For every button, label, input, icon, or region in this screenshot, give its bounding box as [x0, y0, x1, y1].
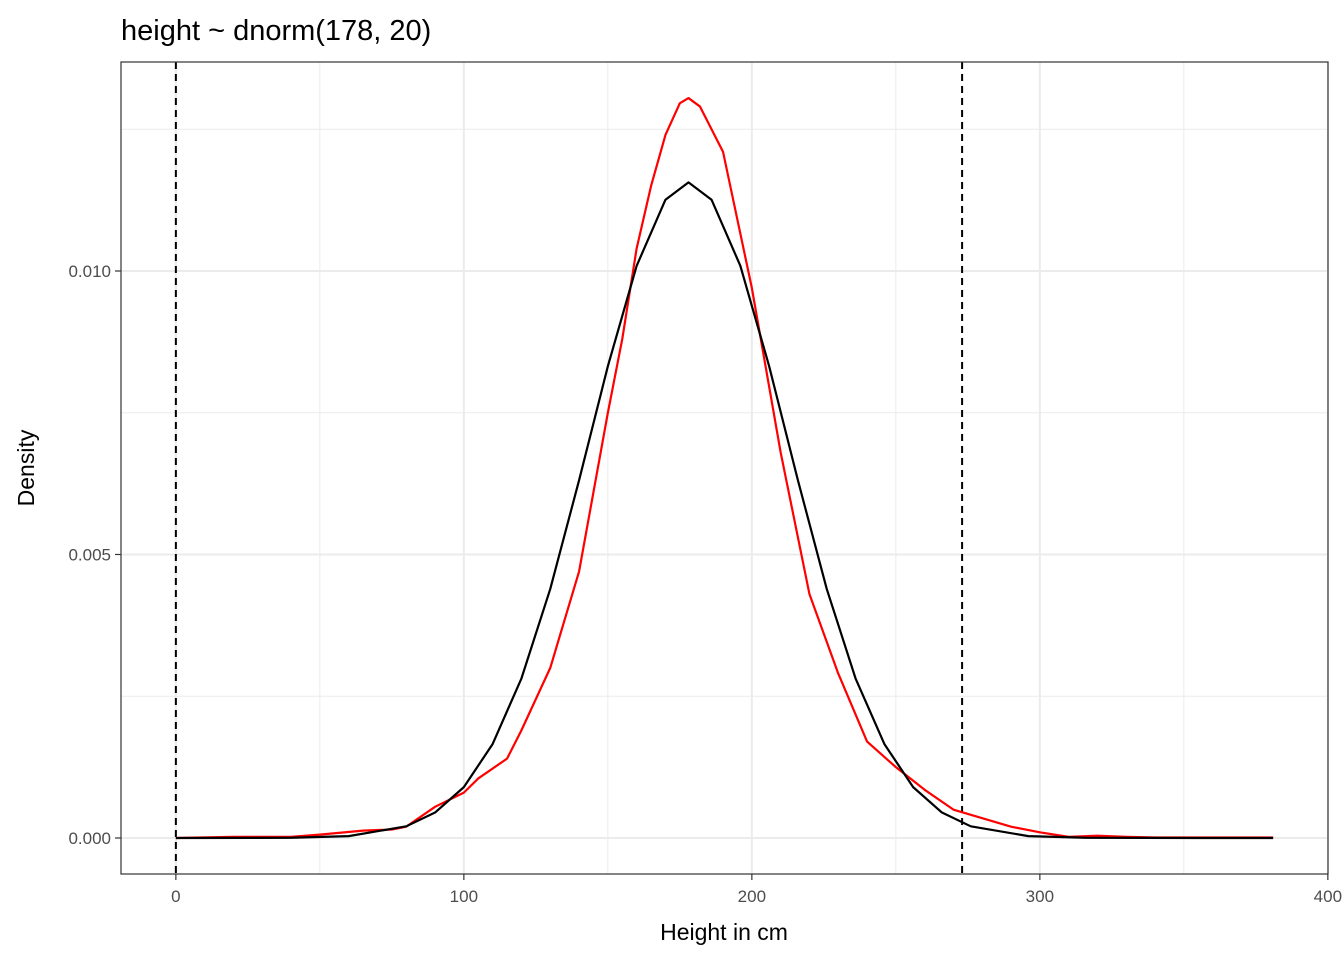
x-axis-title: Height in cm — [660, 919, 788, 945]
panel-background — [121, 62, 1328, 874]
grid — [121, 62, 1329, 874]
y-tick-label: 0.000 — [68, 829, 111, 848]
y-tick-label: 0.010 — [68, 262, 111, 281]
y-tick-label: 0.005 — [68, 545, 111, 564]
x-tick-label: 100 — [450, 887, 478, 906]
chart-title: height ~ dnorm(178, 20) — [121, 15, 431, 47]
panel-border — [120, 61, 1329, 875]
plot-area — [174, 62, 1274, 874]
x-tick-label: 300 — [1026, 887, 1054, 906]
x-tick-label: 400 — [1314, 887, 1342, 906]
y-axis-title: Density — [13, 429, 39, 506]
line-series — [175, 96, 1274, 840]
line-series — [175, 181, 1274, 840]
axes: 0 100 200 300 400 0.000 0.005 0.010 — [68, 262, 1342, 906]
x-tick-label: 200 — [738, 887, 766, 906]
x-tick-label: 0 — [171, 887, 180, 906]
